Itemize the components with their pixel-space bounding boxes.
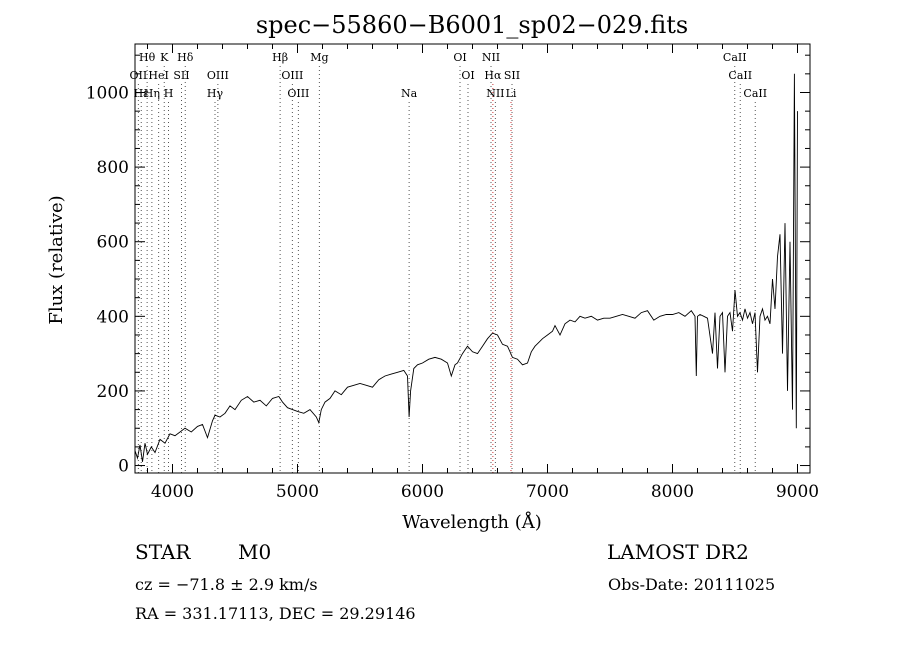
line-marker-label: OII xyxy=(130,69,148,82)
line-marker-label: OIII xyxy=(207,69,229,82)
survey-name: LAMOST DR2 xyxy=(607,540,749,564)
line-marker-label: OIII xyxy=(287,87,309,100)
line-marker-label: OIII xyxy=(281,69,303,82)
x-tick-label: 4000 xyxy=(151,482,194,502)
x-axis: 4000 5000 6000 7000 8000 9000 xyxy=(147,44,819,502)
x-tick-label: 6000 xyxy=(401,482,444,502)
y-axis-label: Flux (relative) xyxy=(46,195,67,324)
plot-frame xyxy=(134,43,811,474)
observation-date: Obs-Date: 20111025 xyxy=(608,575,776,594)
line-marker-label: Hε xyxy=(134,87,150,100)
line-marker-label: CaII xyxy=(743,87,767,100)
object-class: M0 xyxy=(238,540,272,564)
line-marker-label: CaII xyxy=(728,69,752,82)
chart-title: spec−55860−B6001_sp02−029.fits xyxy=(256,11,688,39)
ra-dec-coordinates: RA = 331.17113, DEC = 29.29146 xyxy=(135,604,416,623)
line-marker-label: OI xyxy=(461,69,474,82)
line-marker-label: Hα xyxy=(484,69,502,82)
line-marker-label: Hγ xyxy=(207,87,224,100)
line-marker-label: Na xyxy=(401,87,418,100)
line-marker-label: Hδ xyxy=(177,51,194,64)
line-marker-label: Li xyxy=(506,87,517,100)
line-marker-label: NII xyxy=(486,87,504,100)
line-marker-label: Hη xyxy=(144,87,160,100)
line-marker-label: HeI xyxy=(148,69,168,82)
x-axis-label: Wavelength (Å) xyxy=(402,511,542,533)
line-marker-label: Mg xyxy=(310,51,328,64)
line-marker-label: NII xyxy=(482,51,500,64)
y-tick-label: 0 xyxy=(118,457,129,477)
y-tick-label: 1000 xyxy=(86,83,129,103)
x-tick-label: 7000 xyxy=(526,482,569,502)
line-marker-label: SII xyxy=(504,69,520,82)
y-tick-label: 200 xyxy=(97,382,129,402)
y-tick-label: 400 xyxy=(97,307,129,327)
redshift-cz: cz = −71.8 ± 2.9 km/s xyxy=(135,575,318,594)
y-axis: 0 200 400 600 800 1000 xyxy=(86,54,810,477)
plot-border xyxy=(134,43,811,474)
line-marker-label: Hθ xyxy=(139,51,156,64)
y-tick-label: 800 xyxy=(97,158,129,178)
spectrum-chart: spec−55860−B6001_sp02−029.fits Hθ K Hδ Hβ Mg… xyxy=(46,11,819,533)
line-marker-label: OI xyxy=(453,51,466,64)
line-marker-label: H xyxy=(164,87,174,100)
spectrum-series-line xyxy=(134,73,798,462)
line-marker-label: Hβ xyxy=(272,51,288,64)
x-tick-label: 5000 xyxy=(276,482,319,502)
line-marker-label: CaII xyxy=(723,51,747,64)
x-tick-label: 8000 xyxy=(651,482,694,502)
x-tick-label: 9000 xyxy=(776,482,819,502)
object-type: STAR xyxy=(135,540,191,564)
y-tick-label: 600 xyxy=(97,233,129,253)
line-marker-label: K xyxy=(160,51,169,64)
line-marker-label: SII xyxy=(173,69,189,82)
